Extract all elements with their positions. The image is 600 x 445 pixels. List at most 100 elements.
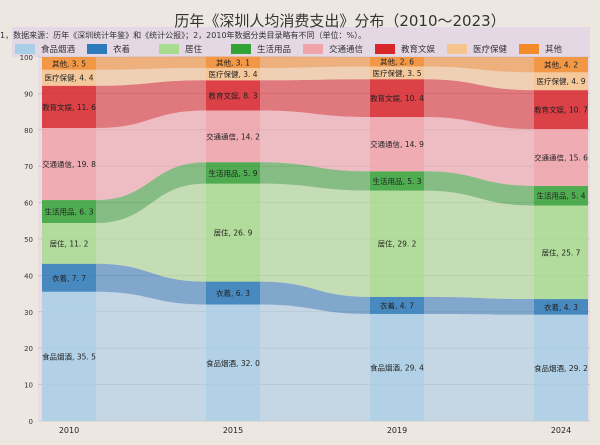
flow-band [96,56,206,70]
y-tick-label: 10 [24,382,33,390]
bar-segment [534,72,588,91]
legend-item: 其他 [519,43,591,55]
data-label: 居住, 11. 2 [50,238,89,248]
y-tick-label: 100 [20,54,33,62]
x-tick-label: 2015 [223,426,243,435]
data-label: 居住, 26. 9 [214,228,253,238]
data-label: 生活用品, 5. 4 [536,191,585,201]
bar-segment [206,110,260,163]
y-tick-label: 30 [24,309,33,317]
legend-label: 衣着 [113,45,131,55]
legend-item: 食品烟酒 [15,43,87,55]
legend-swatch [231,44,251,54]
bar-segment [206,67,260,81]
legend-label: 食品烟酒 [41,45,76,55]
flow-band [424,171,534,206]
y-tick-label: 60 [24,200,33,208]
bar-segment [370,117,424,172]
data-label: 其他, 3. 5 [52,58,86,68]
data-label: 生活用品, 5. 9 [208,168,257,178]
flow-band [260,162,370,191]
y-tick-label: 80 [24,127,33,135]
y-tick-label: 40 [24,272,33,280]
legend-swatch [447,44,467,54]
bar-segment [370,313,424,421]
legend-label: 交通通信 [329,45,364,55]
y-tick-label: 90 [24,90,33,98]
bar-segment [206,56,260,68]
bar-segment [370,190,424,297]
bar-segment [534,129,588,186]
bar-segment [206,304,260,421]
data-label: 居住, 25. 7 [542,247,581,257]
data-label: 衣着, 6. 3 [216,288,250,298]
legend-item: 交通通信 [303,43,375,55]
data-label: 食品烟酒, 29. 4 [370,362,424,372]
flow-band [260,304,370,421]
legend-item: 生活用品 [231,43,303,55]
legend-item: 教育文娱 [375,43,447,55]
bar-segment [42,85,96,128]
flow-band [96,291,206,421]
legend-swatch [303,44,323,54]
data-label: 医疗保健, 3. 4 [208,69,257,79]
flow-band [96,80,206,128]
legend-swatch [87,44,107,54]
bar-segment [370,57,424,67]
data-label: 衣着, 7. 7 [52,273,86,283]
chart-subtitle: 1，数据来源：历年《深圳统计年鉴》和《统计公报》；2，2010年数据分类目录略有… [0,31,367,40]
legend-band [12,27,590,57]
data-label: 交通通信, 15. 6 [534,152,588,162]
data-label: 食品烟酒, 35. 5 [42,351,96,361]
bar-segment [370,171,424,191]
legend-item: 居住 [159,43,231,55]
bar-segment [42,222,96,264]
flow-band [260,110,370,172]
flow-band [96,162,206,223]
bar-segment [534,185,588,206]
bar-segment [370,296,424,314]
legend-label: 生活用品 [257,45,292,55]
legend-swatch [375,44,395,54]
bar-segment [534,57,588,73]
legend-label: 医疗保健 [473,45,508,55]
x-tick-label: 2010 [59,426,79,435]
data-label: 食品烟酒, 32. 0 [206,358,260,368]
x-tick-label: 2019 [387,426,407,435]
legend-swatch [519,44,539,54]
bar-segment [42,291,96,421]
legend-item: 衣着 [87,43,159,55]
chart-title: 历年《深圳人均消费支出》分布（2010～2023） [174,12,506,30]
data-label: 医疗保健, 4. 4 [44,73,93,83]
bar-segment [206,80,260,111]
data-label: 生活用品, 6. 3 [44,207,93,217]
data-label: 教育文娱, 10. 4 [370,93,424,103]
data-label: 其他, 3. 1 [216,57,250,67]
legend-item: 医疗保健 [447,43,519,55]
data-label: 其他, 4. 2 [544,60,578,70]
legend-swatch [159,44,179,54]
data-label: 交通通信, 14. 9 [370,139,424,149]
data-label: 教育文娱, 10. 7 [534,105,588,115]
y-tick-label: 70 [24,163,33,171]
flow-band [424,57,534,73]
flow-band [424,190,534,300]
bar-segment [534,299,588,315]
y-tick-label: 50 [24,236,33,244]
legend-swatch [15,44,35,54]
bar-segment [42,263,96,292]
y-tick-label: 0 [29,418,33,426]
flow-band [260,183,370,297]
flow-band [424,79,534,130]
bar-segment [370,79,424,118]
bar-segment [534,90,588,130]
data-label: 医疗保健, 4. 9 [536,76,585,86]
data-label: 居住, 29. 2 [378,239,417,249]
data-label: 衣着, 4. 7 [380,300,414,310]
flow-band [96,183,206,282]
flow-band [96,263,206,305]
legend-label: 其他 [545,45,563,55]
bar-segment [370,66,424,80]
data-label: 教育文娱, 8. 3 [208,90,257,100]
